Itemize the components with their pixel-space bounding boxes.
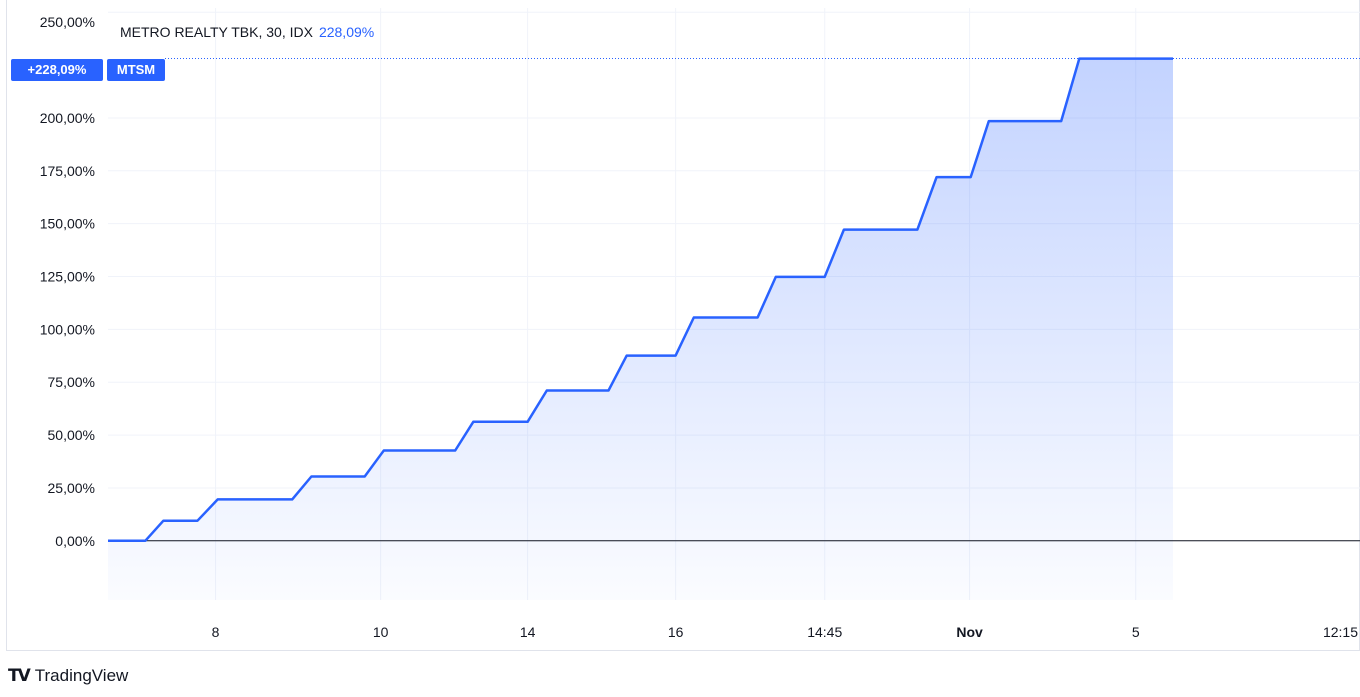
legend-series-name: METRO REALTY TBK, 30, IDX (120, 24, 313, 40)
x-tick-label: 14 (520, 624, 536, 640)
x-tick-label: 12:15 (1323, 624, 1358, 640)
x-tick-label: 8 (212, 624, 220, 640)
chart-legend: METRO REALTY TBK, 30, IDX 228,09% (120, 24, 374, 40)
y-tick-label: 75,00% (48, 374, 95, 390)
chart-canvas[interactable]: 0,00% 25,00% 50,00% 75,00% 100,00% 125,00% 150… (0, 0, 1360, 651)
y-tick-label: 175,00% (40, 163, 95, 179)
y-tick-label: 50,00% (48, 427, 95, 443)
symbol-badge: MTSM (107, 59, 165, 81)
tradingview-logo-icon: TV (8, 666, 31, 686)
x-tick-label: 10 (373, 624, 389, 640)
y-tick-label: 100,00% (40, 321, 95, 337)
y-tick-label: 200,00% (40, 110, 95, 126)
series-line[interactable] (108, 57, 1173, 543)
legend-series-value: 228,09% (318, 24, 375, 40)
x-tick-label: 5 (1132, 624, 1140, 640)
x-tick-label: Nov (956, 624, 983, 640)
x-tick-label: 16 (668, 624, 684, 640)
last-value-badge: +228,09% (11, 59, 103, 81)
y-tick-label: 150,00% (40, 216, 95, 232)
y-tick-label: 25,00% (48, 480, 95, 496)
y-tick-label: 0,00% (55, 533, 95, 549)
y-tick-label: 250,00% (40, 14, 95, 30)
tradingview-footer[interactable]: TV TradingView (8, 666, 128, 686)
y-tick-label: 125,00% (40, 269, 95, 285)
x-tick-label: 14:45 (807, 624, 842, 640)
tradingview-brand: TradingView (34, 666, 129, 685)
